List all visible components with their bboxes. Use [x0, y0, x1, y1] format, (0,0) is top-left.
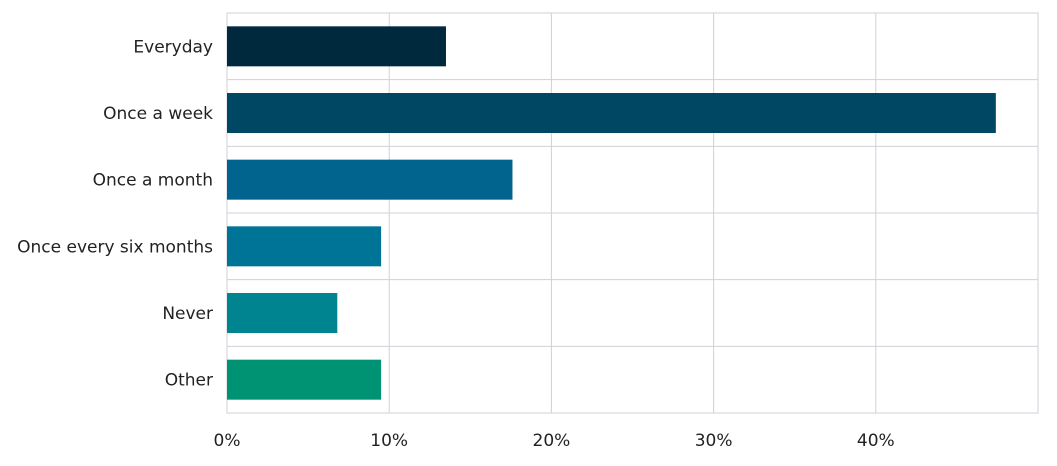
category-label: Once a month: [93, 171, 213, 191]
category-label: Once every six months: [17, 237, 213, 257]
bar-layer: [227, 26, 996, 400]
x-tick-label: 40%: [857, 431, 895, 451]
x-tick-label: 0%: [214, 431, 241, 451]
category-labels: Everyday Once a week Once a month Once ever…: [17, 37, 213, 390]
bar: [227, 26, 446, 67]
x-axis-ticks: 0% 10% 20% 30% 40%: [214, 431, 895, 451]
category-label: Once a week: [103, 104, 213, 124]
category-label: Everyday: [133, 37, 213, 57]
bar: [227, 159, 513, 200]
bar: [227, 226, 382, 267]
bar: [227, 359, 382, 400]
x-tick-label: 30%: [695, 431, 733, 451]
x-tick-label: 10%: [370, 431, 408, 451]
bar: [227, 293, 338, 333]
grid-layer: [226, 12, 1039, 414]
category-label: Other: [165, 371, 213, 391]
category-label: Never: [162, 304, 213, 324]
x-tick-label: 20%: [533, 431, 571, 451]
bar: [227, 93, 996, 133]
